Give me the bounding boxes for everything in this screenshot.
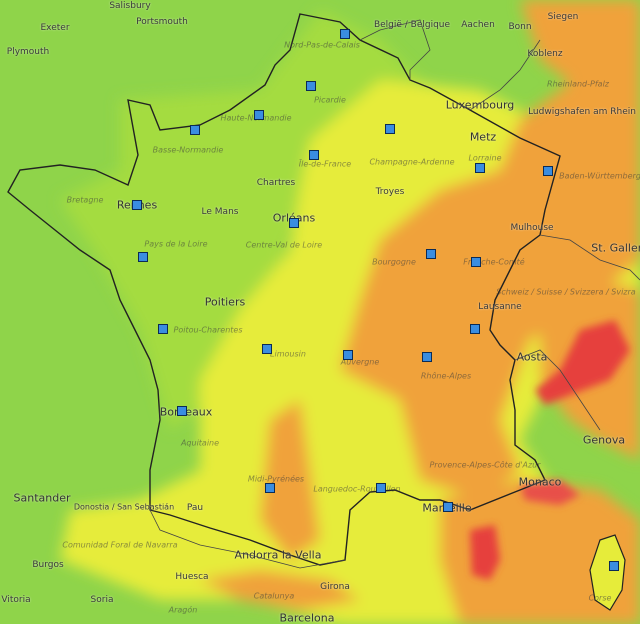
city-aachen: Aachen — [461, 20, 495, 30]
belgium-border — [359, 19, 431, 80]
region-poitou: Poitou-Charentes — [173, 325, 243, 335]
region-aragon: Aragón — [168, 605, 198, 615]
region-paca: Provence-Alpes-Côte d'Azur — [429, 460, 541, 470]
degraded-zone-mediterranean — [440, 480, 640, 624]
station-marker[interactable] — [132, 200, 142, 210]
station-marker[interactable] — [343, 350, 353, 360]
city-donostia: Donostia / San Sebastián — [73, 502, 175, 512]
city-siegen: Siegen — [547, 12, 579, 22]
degraded-zone-northeast — [520, 0, 640, 90]
station-marker[interactable] — [306, 81, 316, 91]
city-bonn: Bonn — [508, 22, 532, 32]
city-barcelona: Barcelona — [279, 611, 335, 624]
city-le-mans: Le Mans — [201, 207, 239, 217]
poor-zone-corsica-sea — [470, 525, 500, 580]
city-luxembourg: Luxembourg — [445, 98, 515, 112]
region-champagne: Champagne-Ardenne — [369, 157, 455, 167]
region-nord: Nord-Pas-de-Calais — [284, 40, 360, 50]
germany-border — [469, 39, 541, 111]
spain-border — [149, 509, 346, 569]
city-poitiers: Poitiers — [204, 295, 246, 309]
region-aquitaine: Aquitaine — [180, 438, 220, 448]
city-soria: Soria — [90, 595, 114, 605]
station-marker[interactable] — [471, 257, 481, 267]
region-midi-pyrenees: Midi-Pyrénées — [247, 474, 305, 484]
station-marker[interactable] — [443, 502, 453, 512]
region-picardie: Picardie — [314, 95, 346, 105]
city-troyes: Troyes — [375, 187, 405, 197]
station-marker[interactable] — [138, 252, 148, 262]
station-marker[interactable] — [340, 29, 350, 39]
station-marker[interactable] — [376, 483, 386, 493]
region-corse: Corse — [588, 593, 612, 603]
degraded-zone-southwest — [260, 400, 320, 560]
corsica-border — [589, 534, 626, 611]
region-catalunya: Catalunya — [253, 591, 295, 601]
region-languedoc: Languedoc-Roussillon — [313, 484, 401, 494]
region-navarra: Comunidad Foral de Navarra — [62, 540, 178, 550]
station-marker[interactable] — [609, 561, 619, 571]
region-auvergne: Auvergne — [340, 357, 380, 367]
region-limousin: Limousin — [270, 349, 306, 359]
city-salisbury: Salisbury — [109, 1, 151, 11]
poor-zone-riviera — [520, 480, 580, 505]
city-metz: Metz — [469, 130, 497, 144]
city-portsmouth: Portsmouth — [136, 17, 188, 27]
city-exeter: Exeter — [40, 23, 70, 33]
city-andorra: Andorra la Vella — [234, 548, 322, 562]
region-ile-de-france: Île-de-France — [298, 159, 352, 169]
station-marker[interactable] — [475, 163, 485, 173]
station-marker[interactable] — [265, 483, 275, 493]
city-st-gallen: St. Gallen — [591, 241, 640, 255]
city-pau: Pau — [186, 503, 204, 513]
station-marker[interactable] — [309, 150, 319, 160]
poor-zone-alps — [535, 320, 630, 405]
city-ludwigshafen: Ludwigshafen am Rhein — [528, 107, 636, 117]
station-marker[interactable] — [289, 218, 299, 228]
region-lorraine: Lorraine — [468, 153, 502, 163]
region-franche-comte: Franche-Comté — [463, 257, 525, 267]
city-monaco: Monaco — [518, 475, 562, 489]
station-marker[interactable] — [543, 166, 553, 176]
region-basse-normandie: Basse-Normandie — [152, 145, 224, 155]
region-schweiz: Schweiz / Suisse / Svizzera / Svizra — [496, 287, 636, 297]
region-centre: Centre-Val de Loire — [245, 240, 323, 250]
station-marker[interactable] — [177, 406, 187, 416]
city-vitoria: Vitoria — [1, 595, 31, 605]
city-burgos: Burgos — [32, 560, 64, 570]
swiss-border — [539, 234, 640, 281]
region-rhone-alpes: Rhône-Alpes — [420, 371, 472, 381]
station-marker[interactable] — [190, 125, 200, 135]
city-aosta: Aosta — [516, 350, 548, 364]
italy-border — [514, 349, 601, 431]
station-marker[interactable] — [426, 249, 436, 259]
station-marker[interactable] — [158, 324, 168, 334]
region-rheinland: Rheinland-Pfalz — [547, 79, 609, 89]
city-belgie: België / Belgique — [373, 20, 451, 30]
station-marker[interactable] — [262, 344, 272, 354]
city-girona: Girona — [320, 582, 350, 592]
station-marker[interactable] — [254, 110, 264, 120]
city-chartres: Chartres — [256, 178, 296, 188]
city-genova: Genova — [582, 433, 626, 447]
city-lausanne: Lausanne — [478, 302, 522, 312]
region-bourgogne: Bourgogne — [372, 257, 416, 267]
region-bretagne: Bretagne — [66, 195, 104, 205]
region-baden: Baden-Württemberg — [559, 171, 640, 181]
station-marker[interactable] — [385, 124, 395, 134]
city-santander: Santander — [13, 491, 71, 505]
region-pays-de-loire: Pays de la Loire — [144, 239, 208, 249]
degraded-zone — [340, 40, 640, 500]
city-plymouth: Plymouth — [6, 47, 50, 57]
city-mulhouse: Mulhouse — [510, 223, 554, 233]
station-marker[interactable] — [422, 352, 432, 362]
city-koblenz: Koblenz — [527, 49, 563, 59]
city-huesca: Huesca — [175, 572, 209, 582]
degraded-zone-pyrenees — [200, 570, 360, 610]
station-marker[interactable] — [470, 324, 480, 334]
